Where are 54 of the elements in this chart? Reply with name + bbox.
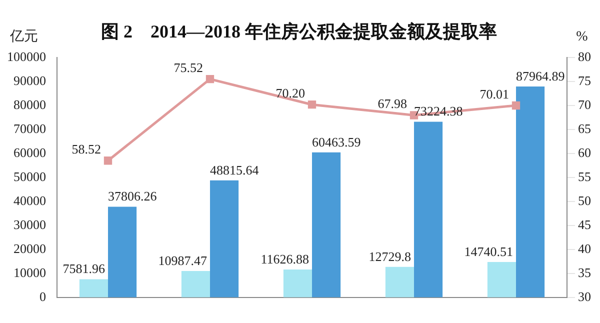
y2-tick-label: 40 (578, 240, 591, 256)
y2-tick-label: 65 (578, 120, 591, 136)
bar (181, 271, 210, 298)
data-label: 87964.89 (516, 68, 565, 84)
bar (312, 152, 341, 298)
y2-tick-label: 60 (578, 144, 591, 160)
y-tick-label: 10000 (14, 264, 46, 280)
bar (385, 266, 414, 298)
y-tick-label: 50000 (14, 168, 46, 184)
data-label: 12729.8 (368, 248, 411, 264)
data-label: 70.01 (480, 86, 509, 102)
y2-tick-label: 75 (578, 73, 591, 88)
y-tick-label: 100000 (7, 49, 46, 64)
point (206, 75, 214, 84)
y-tick-label: 40000 (14, 192, 46, 208)
y-tick-label: 0 (40, 288, 46, 304)
y2-tick-label: 70 (578, 96, 591, 112)
y2-tick-label: 50 (578, 192, 591, 208)
y-axis-title: 亿元 (9, 28, 38, 44)
bar (283, 270, 312, 298)
y-tick-label: 20000 (14, 240, 46, 256)
point (512, 101, 520, 110)
data-label: 11626.88 (260, 251, 309, 266)
point (308, 100, 316, 109)
y-tick-label: 30000 (14, 216, 46, 232)
data-label: 7581.96 (62, 261, 106, 276)
point (104, 156, 112, 165)
data-label: 14740.51 (464, 244, 513, 259)
bar (516, 86, 545, 298)
y2-tick-label: 30 (578, 288, 591, 304)
bar (414, 122, 443, 298)
data-label: 60463.59 (312, 134, 361, 150)
data-label: 73224.38 (414, 104, 463, 119)
bar (108, 206, 137, 298)
data-label: 75.52 (174, 60, 203, 76)
y2-axis-title: % (576, 29, 588, 44)
y-tick-label: 80000 (14, 96, 46, 112)
data-label: 58.52 (72, 142, 101, 157)
data-label: 67.98 (378, 96, 407, 112)
data-label: 48815.64 (210, 162, 260, 178)
y-tick-label: 60000 (14, 144, 46, 160)
y2-tick-label: 55 (578, 168, 591, 184)
bar (79, 279, 108, 298)
y2-tick-label: 80 (578, 49, 591, 64)
bar (487, 262, 516, 298)
data-label: 10987.47 (158, 252, 208, 268)
y-tick-label: 90000 (14, 73, 46, 88)
y2-tick-label: 45 (578, 216, 591, 232)
bar (210, 180, 239, 298)
chart-title: 图 2 2014—2018 年住房公积金提取金额及提取率 (101, 21, 497, 42)
data-label: 70.20 (276, 86, 305, 101)
data-label: 37806.26 (108, 188, 158, 204)
y2-tick-label: 35 (578, 264, 591, 280)
y-tick-label: 70000 (14, 120, 46, 136)
